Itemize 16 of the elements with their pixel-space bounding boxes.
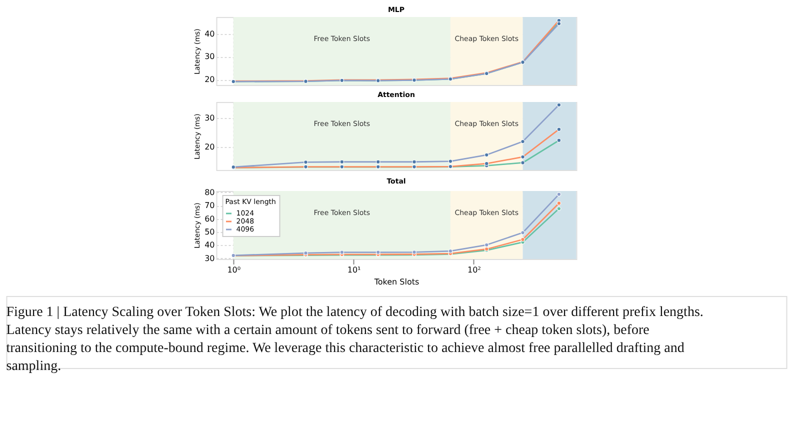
y-tick-label: 20 <box>204 142 215 152</box>
y-tick-label: 70 <box>204 201 215 210</box>
caption: Figure 1 | Latency Scaling over Token Slots: We plot the latency of decoding with batch size=1 over different prefix lengths. Latency stays relatively the same with a certain amount of tokens sent to forward (free + cheap token slots), before transitioning to the compute-bound regime. We leverage this characteristic to achieve almost free parallelled drafting and sampling. <box>6 305 704 374</box>
y-tick-label: 30 <box>204 113 215 122</box>
y-tick-label: 50 <box>204 227 215 236</box>
y-tick-label: 60 <box>204 214 215 224</box>
x-tick-label: 10⁰ <box>227 266 241 274</box>
y-tick-label: 80 <box>204 188 215 197</box>
y-tick-label: 40 <box>204 29 215 38</box>
y-tick-label: 30 <box>204 254 215 263</box>
x-axis-title: Token Slots <box>373 278 420 286</box>
x-tick-label: 10² <box>468 266 481 274</box>
y-tick-label: 20 <box>204 75 215 84</box>
x-tick-label: 10¹ <box>347 266 361 274</box>
y-tick-label: 40 <box>204 240 215 250</box>
y-tick-label: 30 <box>204 52 215 62</box>
